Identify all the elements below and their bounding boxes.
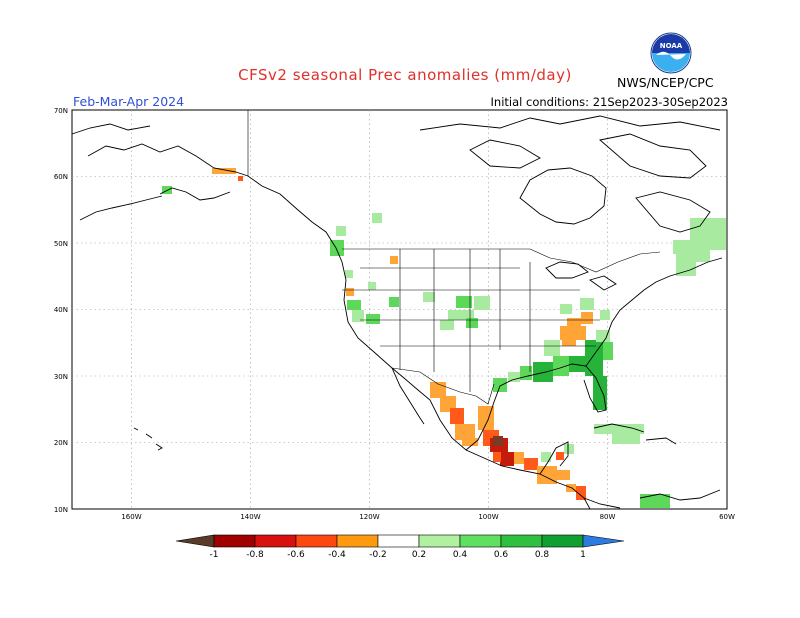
- lat-label: 70N: [54, 107, 68, 115]
- colorbar-swatch: [254, 534, 297, 548]
- colorbar-swatch: [500, 534, 543, 548]
- latitude-labels: 70N 60N 50N 40N 30N 20N 10N: [54, 107, 68, 514]
- lat-label: 50N: [54, 240, 68, 248]
- colorbar-swatch: [377, 534, 420, 548]
- map-frame: [71, 109, 728, 510]
- agency-label: NWS/NCEP/CPC: [617, 75, 714, 90]
- colorbar-label: -1: [210, 550, 219, 560]
- colorbar-label: 0.2: [412, 550, 426, 560]
- coastlines: [71, 115, 723, 510]
- initial-conditions-label: Initial conditions: 21Sep2023-30Sep2023: [490, 95, 728, 109]
- lon-label: 140W: [240, 513, 260, 521]
- political-borders: [247, 110, 661, 405]
- lon-label: 100W: [478, 513, 498, 521]
- colorbar-label: -0.4: [328, 550, 346, 560]
- logo-text: NOAA: [660, 42, 683, 50]
- lon-label: 120W: [359, 513, 379, 521]
- colorbar-label: -0.6: [287, 550, 305, 560]
- colorbar-swatch: [541, 534, 584, 548]
- colorbar-label: 1: [580, 550, 586, 560]
- colorbar-swatch: [418, 534, 461, 548]
- colorbar-label: 0.4: [453, 550, 468, 560]
- colorbar-swatch: [295, 534, 338, 548]
- lon-label: 80W: [600, 513, 616, 521]
- colorbar-labels: -1 -0.8 -0.6 -0.4 -0.2 0.2 0.4 0.6 0.8 1: [210, 550, 586, 560]
- lon-label: 160W: [121, 513, 141, 521]
- colorbar-swatch: [582, 534, 625, 548]
- colorbar-label: 0.8: [535, 550, 550, 560]
- colorbar-label: -0.2: [369, 550, 387, 560]
- colorbar-swatch: [175, 534, 215, 548]
- colorbar-swatch: [459, 534, 502, 548]
- colorbar-swatch: [336, 534, 379, 548]
- chart-title: CFSv2 seasonal Prec anomalies (mm/day): [238, 66, 572, 84]
- lat-label: 20N: [54, 439, 68, 447]
- colorbar-label: -0.8: [246, 550, 264, 560]
- lat-label: 40N: [54, 306, 68, 314]
- colorbar-label: 0.6: [494, 550, 509, 560]
- colorbar-swatch: [213, 534, 256, 548]
- lon-label: 60W: [719, 513, 735, 521]
- lat-label: 30N: [54, 373, 68, 381]
- lat-label: 60N: [54, 173, 68, 181]
- noaa-logo-icon: NOAA: [650, 32, 692, 74]
- lat-label: 10N: [54, 506, 68, 514]
- colorbar: [175, 534, 625, 548]
- longitude-labels: 160W 140W 120W 100W 80W 60W: [121, 513, 735, 521]
- season-label: Feb-Mar-Apr 2024: [73, 94, 185, 109]
